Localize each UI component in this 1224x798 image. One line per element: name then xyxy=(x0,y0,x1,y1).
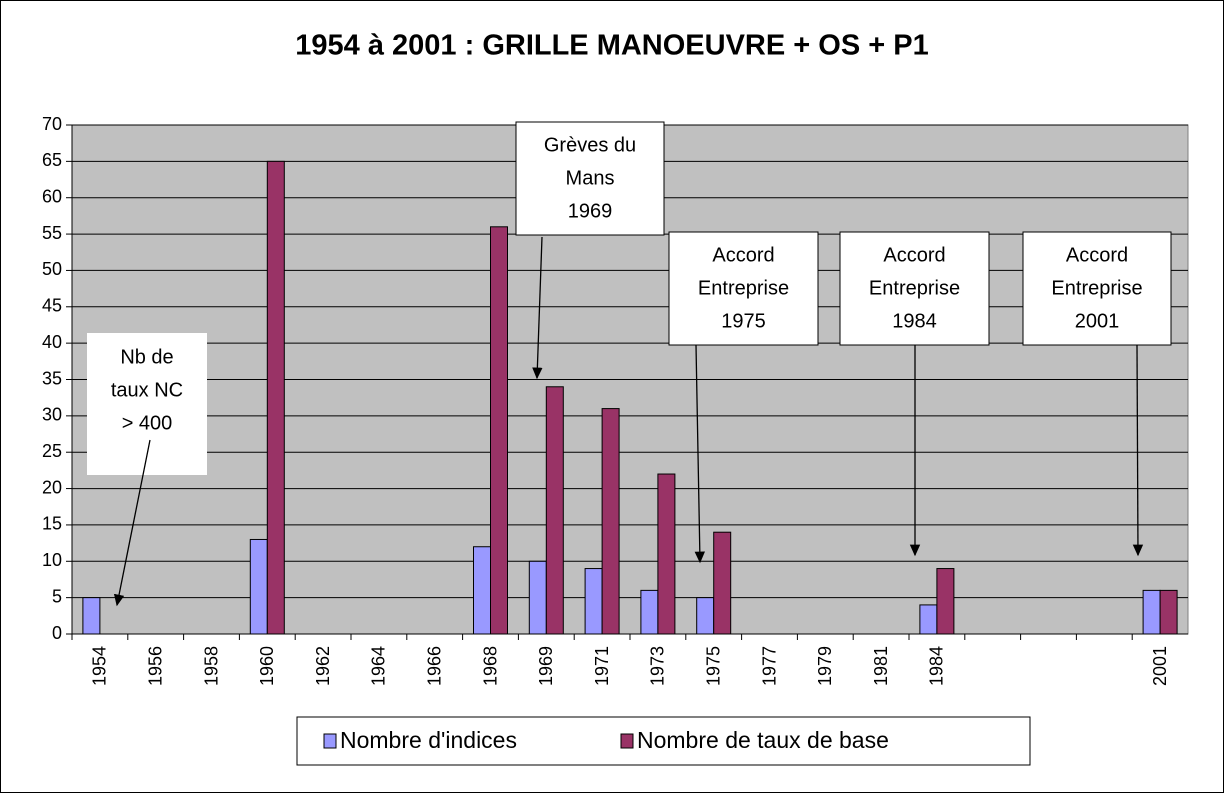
annotation-text: Accord xyxy=(712,244,774,266)
legend xyxy=(296,716,1031,766)
x-tick-label: 1984 xyxy=(927,646,947,686)
annotation-text: Entreprise xyxy=(869,277,960,299)
y-tick-label: 15 xyxy=(42,514,62,534)
y-tick-label: 25 xyxy=(42,441,62,461)
y-tick-label: 65 xyxy=(42,150,62,170)
y-tick-label: 20 xyxy=(42,477,62,497)
annotation-text: > 400 xyxy=(122,412,173,434)
bar xyxy=(936,568,955,635)
x-tick-label: 1975 xyxy=(703,646,723,686)
y-tick-label: 0 xyxy=(52,623,62,643)
x-tick-label: 1958 xyxy=(201,646,221,686)
annotation-box xyxy=(668,231,819,346)
bar xyxy=(249,538,268,635)
y-tick-label: 60 xyxy=(42,186,62,206)
y-tick-label: 5 xyxy=(52,586,62,606)
bar xyxy=(584,568,603,635)
bar xyxy=(657,473,676,635)
annotation-arrow xyxy=(113,439,151,607)
x-tick-label: 1969 xyxy=(536,646,556,686)
annotation-box xyxy=(87,333,207,475)
bar xyxy=(919,604,938,635)
x-tick-label: 1960 xyxy=(257,646,277,686)
bar xyxy=(713,531,732,635)
x-tick-label: 1964 xyxy=(369,646,389,686)
x-tick-label: 1973 xyxy=(648,646,668,686)
annotation-text: taux NC xyxy=(111,379,183,401)
legend-label: Nombre de taux de base xyxy=(637,727,889,753)
y-tick-label: 40 xyxy=(42,332,62,352)
bar xyxy=(490,226,508,635)
bar xyxy=(82,597,101,635)
y-tick-label: 45 xyxy=(42,296,62,316)
y-tick-label: 55 xyxy=(42,223,62,243)
annotation-text: 2001 xyxy=(1075,310,1120,332)
x-tick-label: 1981 xyxy=(871,646,891,686)
x-tick-label: 1977 xyxy=(759,646,779,686)
annotation-text: Mans xyxy=(566,167,615,189)
x-tick-label: 1962 xyxy=(313,646,333,686)
bar xyxy=(473,546,491,635)
annotation-text: Nb de xyxy=(120,346,173,368)
annotation-box xyxy=(515,121,665,236)
bar xyxy=(1142,589,1161,635)
legend-swatch xyxy=(620,733,634,749)
annotation-text: 1984 xyxy=(892,310,937,332)
bar xyxy=(640,589,659,635)
annotation-arrow xyxy=(532,236,543,380)
annotation-text: Entreprise xyxy=(1051,277,1142,299)
annotation-arrow xyxy=(1132,344,1144,557)
y-tick-label: 70 xyxy=(42,114,62,134)
bar xyxy=(545,386,564,635)
bar xyxy=(696,597,715,635)
x-tick-label: 1979 xyxy=(815,646,835,686)
chart-title: 1954 à 2001 : GRILLE MANOEUVRE + OS + P1 xyxy=(295,30,928,62)
y-tick-label: 50 xyxy=(42,259,62,279)
annotation-text: 1969 xyxy=(568,200,613,222)
bar xyxy=(266,160,285,635)
x-tick-label: 1971 xyxy=(592,646,612,686)
annotation-text: Grèves du xyxy=(544,134,636,156)
y-tick-label: 35 xyxy=(42,368,62,388)
x-tick-label: 1956 xyxy=(145,646,165,686)
annotation-text: Accord xyxy=(1066,244,1128,266)
annotation-arrow xyxy=(694,344,706,564)
bar xyxy=(601,408,620,635)
x-tick-label: 1966 xyxy=(424,646,444,686)
y-tick-label: 30 xyxy=(42,405,62,425)
y-tick-label: 10 xyxy=(42,550,62,570)
annotation-text: Accord xyxy=(883,244,945,266)
x-tick-label: 1968 xyxy=(480,646,500,686)
annotation-box xyxy=(1022,231,1172,346)
x-tick-label: 1954 xyxy=(90,646,110,686)
x-tick-label: 2001 xyxy=(1150,646,1170,686)
annotation-box xyxy=(839,231,990,346)
legend-label: Nombre d'indices xyxy=(340,727,517,753)
bar xyxy=(1159,589,1178,635)
annotation-text: Entreprise xyxy=(698,277,789,299)
bar xyxy=(528,560,547,635)
annotation-text: 1975 xyxy=(721,310,766,332)
legend-swatch xyxy=(323,733,337,749)
